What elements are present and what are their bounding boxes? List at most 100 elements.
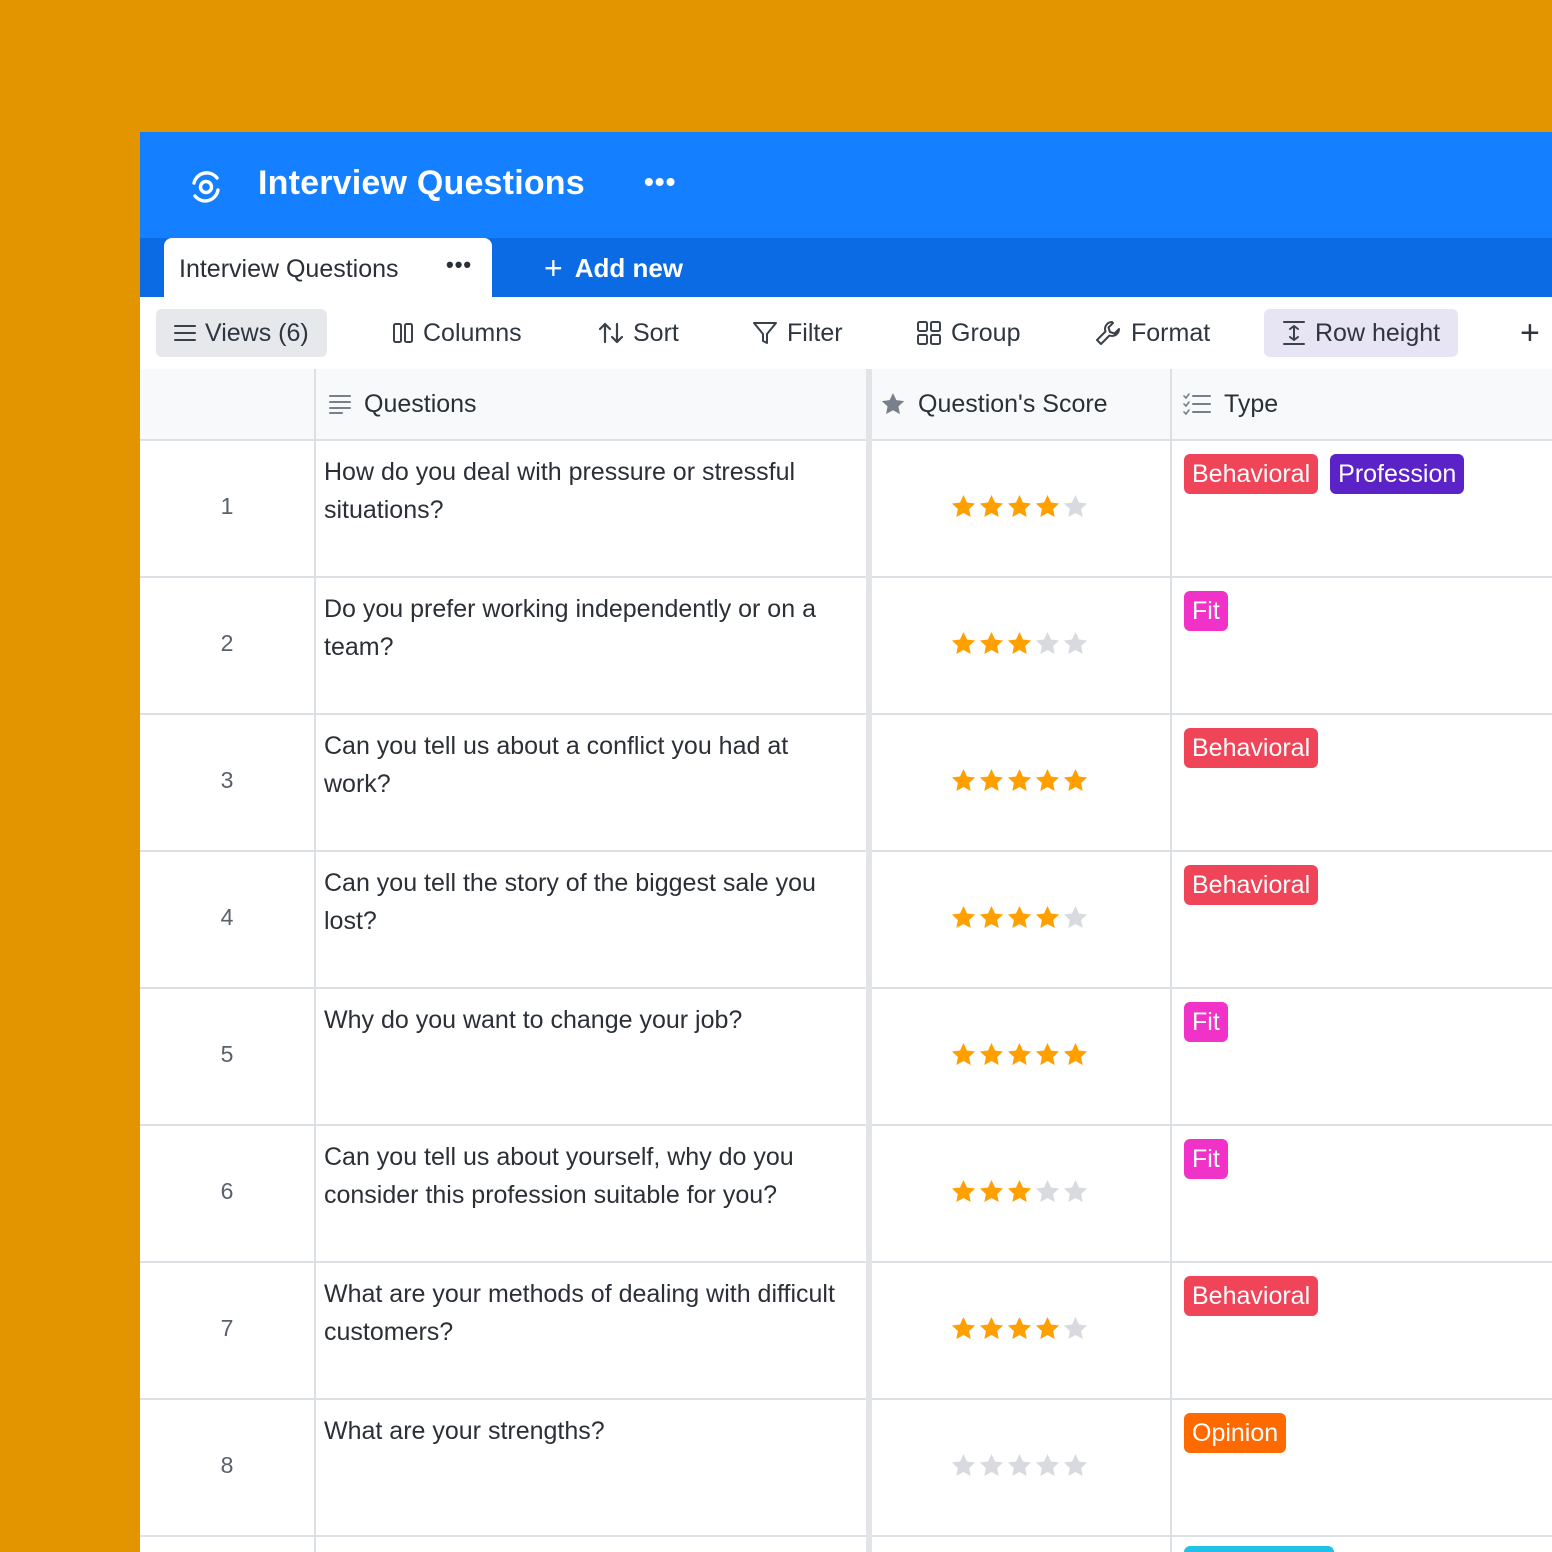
star-filled-icon[interactable] (950, 493, 977, 520)
score-rating[interactable] (950, 1315, 1090, 1342)
star-empty-icon[interactable] (1062, 1452, 1089, 1479)
star-empty-icon[interactable] (1006, 1452, 1033, 1479)
type-cell[interactable]: Behavioral (1184, 728, 1319, 768)
star-filled-icon[interactable] (1006, 493, 1033, 520)
table-row[interactable]: 5 Why do you want to change your job? Fit (140, 989, 1552, 1126)
star-filled-icon[interactable] (1034, 767, 1061, 794)
type-cell[interactable]: Fit (1184, 1002, 1228, 1042)
app-logo-icon (192, 171, 220, 203)
tab-interview-questions[interactable]: Interview Questions ••• (164, 238, 492, 297)
star-filled-icon[interactable] (1034, 904, 1061, 931)
score-rating[interactable] (950, 1178, 1090, 1205)
add-toolbar-button[interactable]: + (1520, 313, 1540, 352)
type-cell[interactable]: Behavioral Profession (1184, 454, 1465, 494)
star-filled-icon[interactable] (978, 767, 1005, 794)
question-cell[interactable]: Can you tell the story of the biggest sa… (324, 869, 816, 935)
table-row[interactable]: 3 Can you tell us about a conflict you ha… (140, 715, 1552, 852)
score-rating[interactable] (950, 1041, 1090, 1068)
type-cell[interactable]: Fit (1184, 591, 1228, 631)
question-cell[interactable]: Why do you want to change your job? (324, 1006, 743, 1034)
star-empty-icon[interactable] (1034, 1452, 1061, 1479)
score-rating[interactable] (950, 1452, 1090, 1479)
group-button[interactable]: Group (916, 309, 1020, 357)
grid-header: Questions Question's Score Type (140, 369, 1552, 441)
table-row[interactable]: 8 What are your strengths? Opinion (140, 1400, 1552, 1537)
star-filled-icon[interactable] (950, 1315, 977, 1342)
star-filled-icon[interactable] (1006, 1041, 1033, 1068)
type-tag: Fit (1184, 591, 1228, 631)
star-empty-icon[interactable] (1034, 630, 1061, 657)
star-filled-icon[interactable] (1006, 904, 1033, 931)
table-row[interactable]: 6 Can you tell us about yourself, why do … (140, 1126, 1552, 1263)
add-new-table-button[interactable]: + Add new (544, 251, 683, 285)
star-filled-icon[interactable] (950, 904, 977, 931)
partial-tag (1184, 1546, 1334, 1552)
tab-label: Interview Questions (179, 255, 399, 283)
star-filled-icon[interactable] (950, 1041, 977, 1068)
sort-button[interactable]: Sort (598, 309, 679, 357)
row-number: 4 (220, 904, 234, 930)
star-empty-icon[interactable] (1062, 1178, 1089, 1205)
app-header: Interview Questions ••• (140, 132, 1552, 238)
app-more-menu-icon[interactable]: ••• (644, 166, 677, 197)
star-filled-icon[interactable] (978, 1178, 1005, 1205)
star-filled-icon[interactable] (1006, 1178, 1033, 1205)
star-filled-icon[interactable] (1034, 1315, 1061, 1342)
star-filled-icon[interactable] (978, 1315, 1005, 1342)
star-filled-icon[interactable] (950, 630, 977, 657)
star-filled-icon[interactable] (950, 1178, 977, 1205)
views-button[interactable]: Views (6) (156, 309, 327, 357)
score-rating[interactable] (950, 904, 1090, 931)
score-rating[interactable] (950, 630, 1090, 657)
star-filled-icon[interactable] (978, 630, 1005, 657)
table-row[interactable]: 7 What are your methods of dealing with d… (140, 1263, 1552, 1400)
star-filled-icon[interactable] (1006, 767, 1033, 794)
question-cell[interactable]: What are your methods of dealing with di… (324, 1280, 835, 1346)
star-filled-icon[interactable] (978, 1041, 1005, 1068)
star-filled-icon[interactable] (1062, 767, 1089, 794)
table-row[interactable]: 2 Do you prefer working independently or … (140, 578, 1552, 715)
star-filled-icon[interactable] (1062, 1041, 1089, 1068)
question-cell[interactable]: Can you tell us about yourself, why do y… (324, 1143, 794, 1209)
star-filled-icon[interactable] (1006, 1315, 1033, 1342)
question-cell[interactable]: How do you deal with pressure or stressf… (324, 458, 796, 524)
star-empty-icon[interactable] (1062, 1315, 1089, 1342)
type-cell[interactable]: Behavioral (1184, 1276, 1319, 1316)
star-filled-icon[interactable] (1034, 493, 1061, 520)
star-filled-icon[interactable] (978, 493, 1005, 520)
columns-button[interactable]: Columns (392, 309, 522, 357)
star-empty-icon[interactable] (950, 1452, 977, 1479)
format-button[interactable]: Format (1094, 309, 1210, 357)
table-row[interactable]: 1 How do you deal with pressure or stress… (140, 441, 1552, 578)
score-header-label: Question's Score (918, 389, 1108, 418)
type-cell[interactable]: Behavioral (1184, 865, 1319, 905)
star-empty-icon[interactable] (1062, 493, 1089, 520)
app-window: Interview Questions ••• Interview Questi… (140, 132, 1552, 1552)
type-cell[interactable]: Opinion (1184, 1413, 1287, 1453)
type-cell[interactable]: Fit (1184, 1139, 1228, 1179)
question-cell[interactable]: What are your strengths? (324, 1417, 605, 1445)
row-number: 2 (220, 630, 234, 656)
question-cell[interactable]: Can you tell us about a conflict you had… (324, 732, 789, 798)
star-empty-icon[interactable] (1062, 630, 1089, 657)
score-rating[interactable] (950, 767, 1090, 794)
row-number: 8 (220, 1452, 234, 1478)
filter-button[interactable]: Filter (752, 309, 843, 357)
score-rating[interactable] (950, 493, 1090, 520)
tab-more-icon[interactable]: ••• (446, 252, 473, 277)
column-header-questions[interactable]: Questions (328, 369, 477, 439)
star-filled-icon[interactable] (1006, 630, 1033, 657)
star-empty-icon[interactable] (1062, 904, 1089, 931)
star-empty-icon[interactable] (978, 1452, 1005, 1479)
row-number: 7 (220, 1315, 234, 1341)
table-row[interactable]: 4 Can you tell the story of the biggest s… (140, 852, 1552, 989)
row-number: 5 (220, 1041, 234, 1067)
row-height-button[interactable]: Row height (1264, 309, 1459, 357)
question-cell[interactable]: Do you prefer working independently or o… (324, 595, 816, 661)
star-filled-icon[interactable] (950, 767, 977, 794)
star-empty-icon[interactable] (1034, 1178, 1061, 1205)
column-header-score[interactable]: Question's Score (880, 369, 1108, 439)
star-filled-icon[interactable] (1034, 1041, 1061, 1068)
column-header-type[interactable]: Type (1182, 369, 1278, 439)
star-filled-icon[interactable] (978, 904, 1005, 931)
